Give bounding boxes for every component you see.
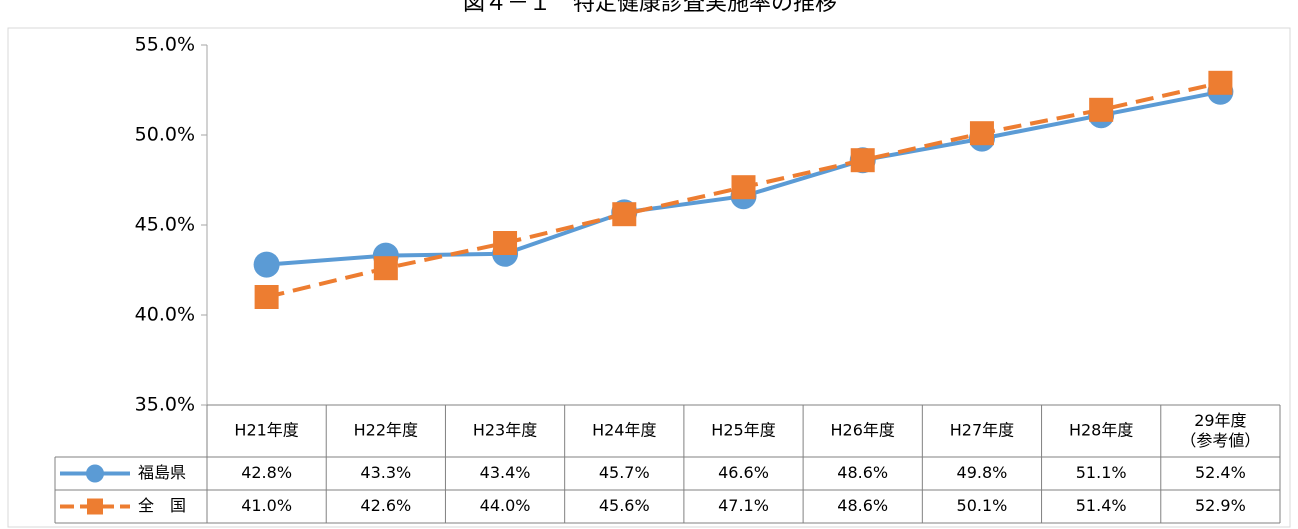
marker — [253, 251, 280, 278]
marker — [493, 231, 518, 255]
x-tick-label: H28年度 — [1069, 421, 1133, 440]
data-label: 43.3% — [360, 463, 411, 482]
x-tick-label: H23年度 — [473, 421, 537, 440]
x-tick-label: H22年度 — [354, 421, 418, 440]
x-tick-label: H21年度 — [234, 421, 298, 440]
data-label: 50.1% — [957, 496, 1008, 515]
x-tick-label: H24年度 — [592, 421, 656, 440]
data-label: 48.6% — [837, 496, 888, 515]
y-tick-label: 35.0% — [135, 394, 195, 416]
y-tick-label: 40.0% — [135, 304, 195, 326]
x-tick-label: H25年度 — [711, 421, 775, 440]
marker — [254, 285, 279, 309]
data-label: 44.0% — [480, 496, 531, 515]
title-bg — [380, 0, 940, 24]
y-tick-label: 50.0% — [135, 124, 195, 146]
y-tick-label: 55.0% — [135, 34, 195, 56]
data-label: 49.8% — [957, 463, 1008, 482]
data-label: 52.9% — [1195, 496, 1246, 515]
data-label: 45.7% — [599, 463, 650, 482]
legend-label: 福島県 — [138, 463, 186, 482]
marker — [850, 148, 875, 173]
data-label: 48.6% — [837, 463, 888, 482]
data-label: 43.4% — [480, 463, 531, 482]
chart-title: 図４－１ 特定健康診査実施率の推移 — [463, 0, 837, 16]
marker — [969, 121, 994, 146]
x-tick-label: 29年度（参考値） — [1180, 411, 1260, 450]
legend-label: 全 国 — [138, 496, 186, 515]
marker — [1208, 70, 1233, 95]
data-label: 41.0% — [241, 496, 292, 515]
marker — [1089, 97, 1114, 122]
data-label: 42.6% — [360, 496, 411, 515]
data-label: 45.6% — [599, 496, 650, 515]
data-label: 51.1% — [1076, 463, 1127, 482]
data-label: 42.8% — [241, 463, 292, 482]
data-label: 46.6% — [718, 463, 769, 482]
marker — [373, 256, 398, 281]
x-tick-label: H26年度 — [831, 421, 895, 440]
data-label: 52.4% — [1195, 463, 1246, 482]
data-label: 47.1% — [718, 496, 769, 515]
marker — [612, 202, 637, 227]
y-tick-label: 45.0% — [135, 214, 195, 236]
chart-frame — [7, 27, 1291, 528]
marker — [731, 175, 756, 200]
data-label: 51.4% — [1076, 496, 1127, 515]
x-tick-label: H27年度 — [950, 421, 1014, 440]
legend-marker — [86, 464, 104, 483]
legend-marker — [87, 498, 103, 515]
